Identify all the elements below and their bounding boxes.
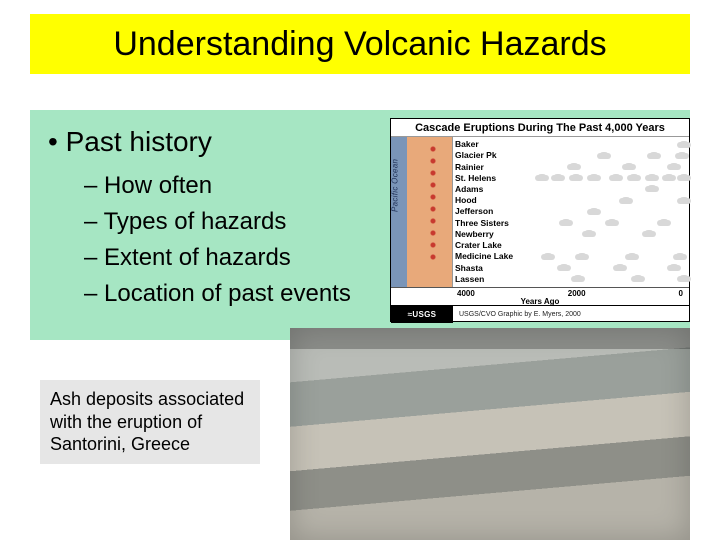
eruption-row — [529, 252, 685, 262]
eruption-icon — [589, 174, 599, 181]
eruption-icon — [679, 197, 689, 204]
eruption-icon — [679, 174, 689, 181]
usgs-map-label: Pacific Ocean — [391, 159, 400, 212]
eruption-icon — [611, 174, 621, 181]
usgs-chart-title: Cascade Eruptions During The Past 4,000 … — [391, 119, 689, 137]
eruption-icon — [621, 197, 631, 204]
eruption-row — [529, 218, 685, 228]
eruption-icon — [571, 174, 581, 181]
eruption-row — [529, 196, 685, 206]
usgs-axis: 4000 2000 0 Years Ago — [391, 287, 689, 305]
eruption-icon — [561, 219, 571, 226]
volcano-label: Three Sisters — [455, 219, 525, 228]
slide: Understanding Volcanic Hazards Past hist… — [0, 0, 720, 540]
volcano-label: Hood — [455, 196, 525, 205]
eruption-icon — [644, 230, 654, 237]
eruption-icon — [633, 275, 643, 282]
volcano-label: Jefferson — [455, 207, 525, 216]
eruption-icon — [589, 208, 599, 215]
eruption-row — [529, 140, 685, 150]
usgs-chart: Cascade Eruptions During The Past 4,000 … — [390, 118, 690, 322]
volcano-label: Baker — [455, 140, 525, 149]
usgs-footer: ≈USGS USGS/CVO Graphic by E. Myers, 2000 — [391, 305, 689, 323]
eruption-icon — [584, 230, 594, 237]
eruption-icon — [649, 152, 659, 159]
eruption-icon — [573, 275, 583, 282]
eruption-row — [529, 207, 685, 217]
eruption-icon — [607, 219, 617, 226]
eruption-row — [529, 229, 685, 239]
eruption-icon — [624, 163, 634, 170]
volcano-label: Newberry — [455, 230, 525, 239]
ash-photo — [290, 328, 690, 540]
eruption-icon — [537, 174, 547, 181]
eruption-row — [529, 274, 685, 284]
eruption-icon — [677, 152, 687, 159]
volcano-label: Glacier Pk — [455, 151, 525, 160]
usgs-chart-body: Pacific Ocean Baker Glacier Pk Rainier St. … — [391, 137, 689, 287]
usgs-credit: USGS/CVO Graphic by E. Myers, 2000 — [453, 311, 689, 318]
volcano-label: St. Helens — [455, 174, 525, 183]
title-band: Understanding Volcanic Hazards — [30, 14, 690, 74]
eruption-icon — [669, 163, 679, 170]
eruption-icon — [599, 152, 609, 159]
volcano-label: Medicine Lake — [455, 252, 525, 261]
eruption-icon — [679, 275, 689, 282]
eruption-icon — [569, 163, 579, 170]
volcano-label: Shasta — [455, 264, 525, 273]
eruption-icon — [629, 174, 639, 181]
eruption-icon — [664, 174, 674, 181]
eruption-icon — [675, 253, 685, 260]
usgs-logo: ≈USGS — [391, 306, 453, 323]
eruption-row — [529, 184, 685, 194]
usgs-timeline — [527, 137, 689, 287]
eruption-row — [529, 263, 685, 273]
volcano-label: Adams — [455, 185, 525, 194]
eruption-row — [529, 162, 685, 172]
volcano-label: Lassen — [455, 275, 525, 284]
eruption-icon — [647, 174, 657, 181]
eruption-icon — [627, 253, 637, 260]
eruption-icon — [647, 185, 657, 192]
eruption-row — [529, 151, 685, 161]
volcano-label: Crater Lake — [455, 241, 525, 250]
photo-caption: Ash deposits associated with the eruptio… — [40, 380, 260, 464]
slide-title: Understanding Volcanic Hazards — [113, 25, 606, 64]
eruption-icon — [543, 253, 553, 260]
eruption-row — [529, 173, 685, 183]
eruption-icon — [559, 264, 569, 271]
eruption-icon — [679, 141, 689, 148]
eruption-icon — [577, 253, 587, 260]
usgs-volcano-labels: Baker Glacier Pk Rainier St. Helens Adams Hoo… — [453, 137, 527, 287]
eruption-icon — [615, 264, 625, 271]
eruption-icon — [669, 264, 679, 271]
volcano-label: Rainier — [455, 163, 525, 172]
usgs-x-label: Years Ago — [391, 297, 689, 306]
eruption-icon — [659, 219, 669, 226]
eruption-row — [529, 241, 685, 251]
eruption-icon — [553, 174, 563, 181]
usgs-map: Pacific Ocean — [391, 137, 453, 287]
